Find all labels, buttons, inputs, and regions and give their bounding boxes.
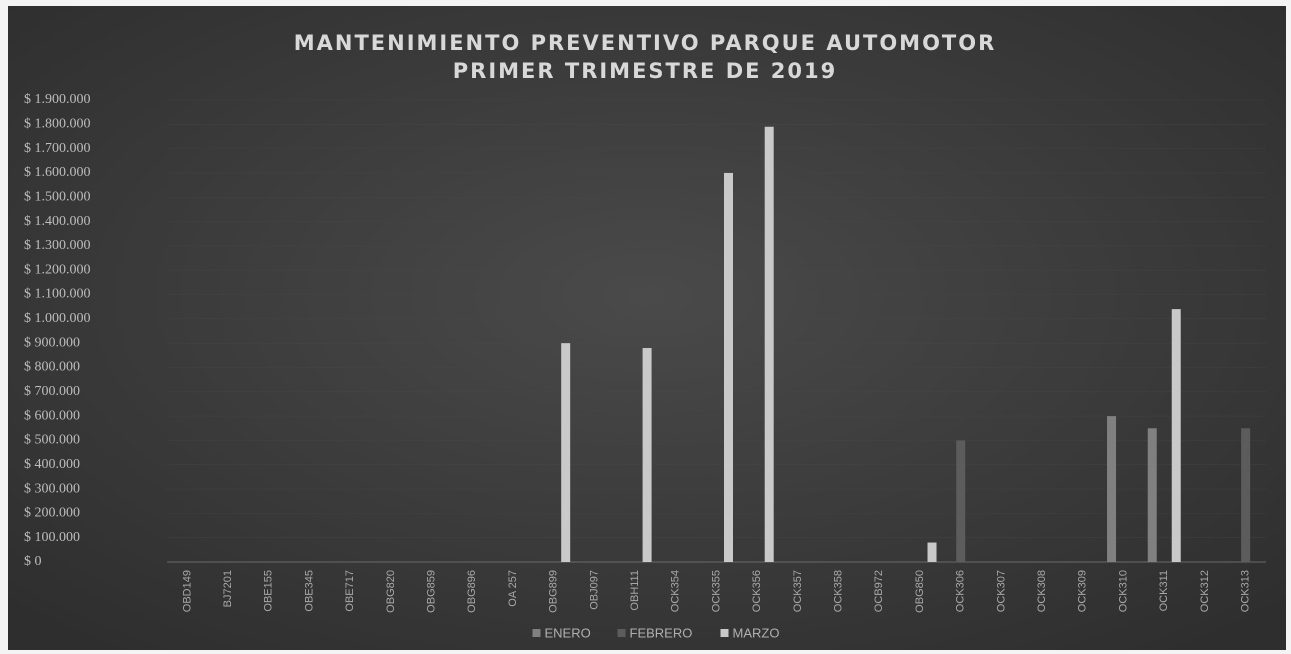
x-tick-label: OCK307	[995, 570, 1007, 612]
x-tick-label: OCK357	[792, 570, 804, 612]
y-tick-label: $ 1.000.000	[24, 311, 91, 326]
x-tick-label: OBG850	[914, 570, 926, 613]
y-tick-label: $ 1.700.000	[24, 141, 91, 156]
legend-label: MARZO	[733, 625, 780, 640]
bar	[561, 343, 571, 562]
bar	[927, 542, 937, 562]
bar	[642, 348, 652, 562]
y-tick-label: $ 500.000	[24, 433, 80, 448]
y-tick-label: $ 200.000	[24, 506, 80, 521]
y-tick-label: $ 300.000	[24, 481, 80, 496]
y-tick-label: $ 100.000	[24, 530, 80, 545]
x-tick-label: OCK312	[1199, 570, 1211, 612]
x-tick-label: OBE155	[263, 570, 275, 612]
y-tick-label: $ 1.500.000	[24, 189, 91, 204]
y-tick-label: $ 1.400.000	[24, 214, 91, 229]
bar	[724, 172, 733, 562]
y-tick-label: $ 700.000	[24, 384, 80, 399]
x-tick-label: OBJ097	[588, 570, 600, 610]
x-tick-label: BJ7201	[222, 570, 234, 607]
chart-title: MANTENIMIENTO PREVENTIVO PARQUE AUTOMOTO…	[294, 31, 997, 55]
bar	[956, 440, 966, 562]
bar	[764, 126, 774, 562]
legend-label: FEBRERO	[630, 625, 693, 640]
x-tick-label: OCK356	[751, 570, 763, 612]
x-tick-label: OCB972	[873, 570, 885, 612]
legend-label: ENERO	[545, 625, 591, 640]
y-tick-label: $ 1.900.000	[24, 92, 91, 107]
x-tick-label: OBG820	[385, 570, 397, 613]
y-tick-label: $ 400.000	[24, 457, 80, 472]
bar	[1241, 428, 1251, 562]
x-tick-label: OCK311	[1158, 570, 1170, 611]
x-tick-label: OCK310	[1117, 570, 1129, 612]
x-tick-label: OBG896	[466, 570, 478, 613]
x-tick-label: OBG899	[548, 570, 560, 613]
bar	[1171, 309, 1181, 562]
y-tick-label: $ 900.000	[24, 335, 80, 350]
x-tick-label: OCK354	[670, 570, 682, 612]
x-tick-label: OBE345	[303, 570, 315, 612]
bar	[1147, 428, 1157, 562]
x-tick-label: OCK358	[833, 570, 845, 612]
bar	[1107, 416, 1117, 562]
x-tick-label: OBE717	[344, 570, 356, 612]
chart-subtitle: PRIMER TRIMESTRE DE 2019	[453, 59, 837, 83]
x-tick-label: OCK309	[1077, 570, 1089, 612]
x-tick-label: OBD149	[181, 570, 193, 612]
x-tick-label: OCK306	[955, 570, 967, 612]
y-tick-label: $ 1.100.000	[24, 287, 91, 302]
y-tick-label: $ 1.800.000	[24, 117, 91, 132]
x-tick-label: OCK313	[1240, 570, 1252, 612]
legend-swatch	[617, 629, 626, 637]
y-tick-label: $ 800.000	[24, 360, 80, 375]
x-tick-label: OBH111	[629, 570, 641, 611]
x-tick-label: OCK355	[710, 570, 722, 612]
x-tick-label: OA 257	[507, 570, 519, 607]
legend-swatch	[532, 629, 541, 637]
y-tick-label: $ 1.600.000	[24, 165, 91, 180]
y-tick-label: $ 0	[24, 554, 42, 569]
x-tick-label: OCK308	[1036, 570, 1048, 612]
y-tick-label: $ 1.300.000	[24, 238, 91, 253]
y-tick-label: $ 1.200.000	[24, 262, 91, 277]
y-tick-label: $ 600.000	[24, 408, 80, 423]
legend-swatch	[720, 629, 729, 637]
x-tick-label: OBG859	[425, 570, 437, 613]
